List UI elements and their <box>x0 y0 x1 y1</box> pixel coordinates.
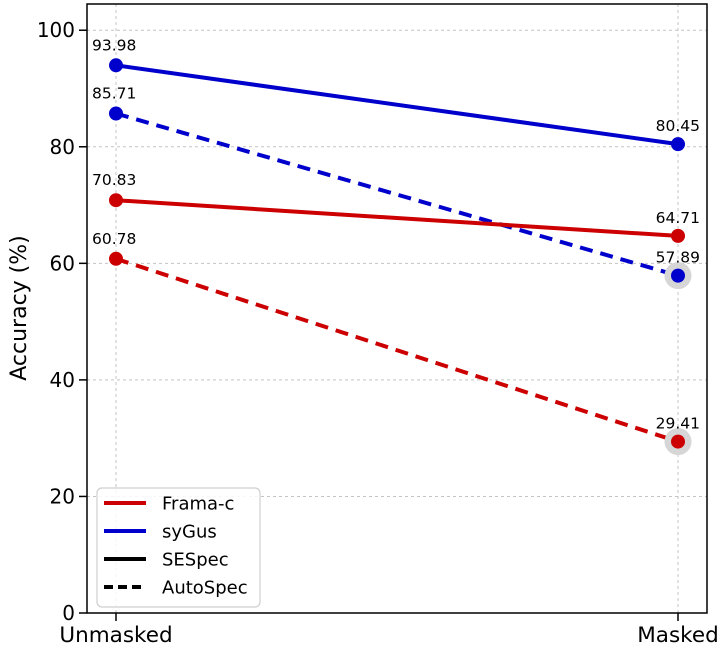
series-line-frama-c-sespec <box>115 198 679 238</box>
y-axis-title: Accuracy (%) <box>7 235 32 381</box>
data-point-sygus-sespec <box>671 137 685 152</box>
series-line-sygus-sespec <box>115 63 679 147</box>
x-tick-label: Unmasked <box>59 623 172 647</box>
data-label: 60.78 <box>92 230 136 248</box>
y-tick-label: 80 <box>50 135 75 159</box>
data-label: 70.83 <box>92 171 136 189</box>
data-label: 64.71 <box>656 209 700 227</box>
plot-border <box>86 3 708 614</box>
legend-box <box>96 487 261 608</box>
y-tick-label: 60 <box>50 251 75 275</box>
data-label: 80.45 <box>656 117 700 135</box>
y-tick-label: 0 <box>62 601 75 625</box>
legend-label: SESpec <box>162 550 229 571</box>
data-point-frama-c-autospec <box>671 434 685 449</box>
x-tick-label: Masked <box>637 623 719 647</box>
data-point-frama-c-autospec <box>109 251 123 266</box>
legend-label: Frama-c <box>162 494 234 515</box>
data-point-sygus-autospec <box>671 268 685 283</box>
data-label: 57.89 <box>656 249 700 267</box>
data-point-frama-c-sespec <box>671 228 685 243</box>
data-label: 85.71 <box>92 85 136 103</box>
data-point-frama-c-sespec <box>109 193 123 208</box>
y-tick-label: 40 <box>50 368 75 392</box>
data-label: 29.41 <box>656 415 700 433</box>
data-point-sygus-autospec <box>109 106 123 121</box>
series-line-frama-c-autospec <box>115 256 679 444</box>
data-point-sygus-sespec <box>109 58 123 73</box>
y-tick-label: 100 <box>37 18 75 42</box>
series-line-sygus-autospec <box>115 111 679 278</box>
legend-label: AutoSpec <box>162 578 248 599</box>
legend-label: syGus <box>162 522 217 543</box>
data-label: 93.98 <box>92 36 136 54</box>
y-tick-label: 20 <box>50 484 75 508</box>
